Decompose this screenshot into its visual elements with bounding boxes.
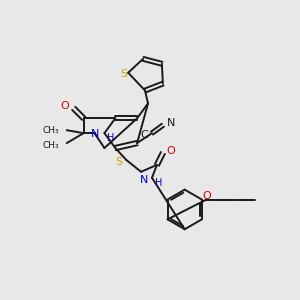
Text: O: O xyxy=(202,190,211,201)
Text: S: S xyxy=(115,157,122,167)
Text: N: N xyxy=(91,129,100,139)
Text: O: O xyxy=(60,101,69,111)
Text: O: O xyxy=(167,146,176,156)
Text: C: C xyxy=(140,130,148,140)
Text: CH₃: CH₃ xyxy=(42,126,59,135)
Text: H: H xyxy=(107,133,115,143)
Text: N: N xyxy=(140,175,148,185)
Text: CH₃: CH₃ xyxy=(42,140,59,149)
Text: S: S xyxy=(121,69,128,79)
Text: N: N xyxy=(167,118,175,128)
Text: H: H xyxy=(155,178,162,188)
